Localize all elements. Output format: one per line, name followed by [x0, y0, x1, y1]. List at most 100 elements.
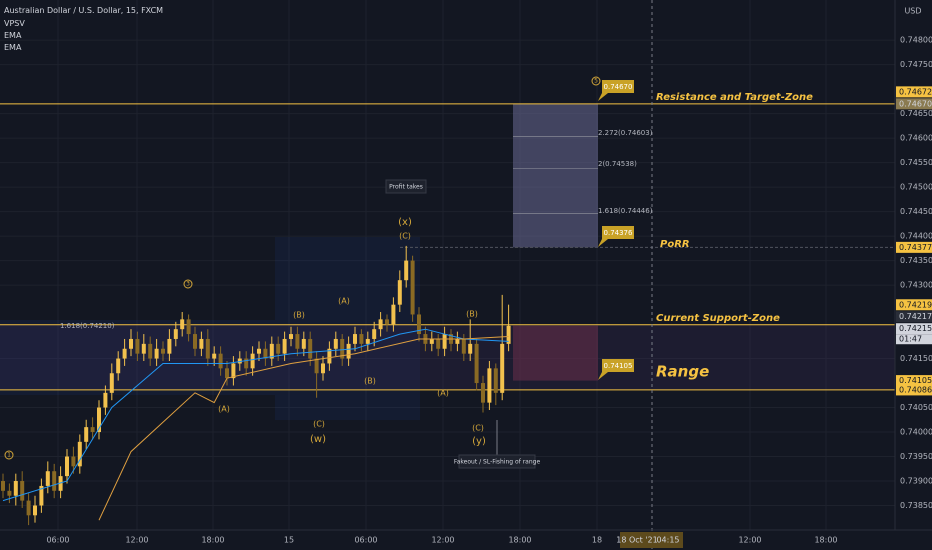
candle-body	[7, 490, 12, 496]
candle-body	[122, 348, 127, 359]
candle-body	[289, 334, 293, 339]
candle-body	[173, 329, 178, 339]
y-tick-label: 0.74350	[900, 256, 932, 265]
candle-body	[327, 348, 332, 364]
wave-label: 5	[594, 78, 598, 85]
candle-body	[71, 456, 76, 467]
candle-body	[135, 338, 140, 354]
candle-body	[385, 319, 389, 325]
zone	[513, 325, 598, 381]
candle-body	[487, 368, 492, 403]
indicator: EMA	[4, 43, 22, 52]
callout-text: 0.74376	[604, 229, 633, 237]
candle-body	[90, 427, 95, 433]
annotation: Range	[656, 363, 709, 381]
candle-body	[410, 260, 415, 315]
candle-body	[468, 343, 473, 354]
price-axis	[895, 0, 932, 550]
y-tick-label: 0.73950	[900, 452, 932, 461]
candle-body	[52, 471, 57, 491]
candle-body	[237, 358, 242, 364]
price-label-bg	[896, 375, 932, 387]
candle-body	[129, 338, 133, 349]
note-box	[458, 454, 536, 469]
price-label: 0.74086	[899, 385, 932, 394]
candle-body	[180, 319, 185, 330]
candle-body	[103, 392, 108, 408]
y-tick-label: 0.74050	[900, 403, 932, 412]
wave-circle	[591, 76, 601, 86]
price-label: 0.74219	[899, 300, 932, 309]
indicator: VPSV	[4, 19, 25, 28]
y-tick-label: 0.74550	[900, 158, 932, 167]
candle-body	[340, 338, 345, 359]
callout: 0.74670	[598, 80, 634, 101]
symbol: Australian Dollar / U.S. Dollar, 15, FXC…	[4, 6, 163, 15]
candle-body	[372, 329, 377, 339]
price-label-bg	[896, 98, 932, 110]
y-tick-label: 0.74500	[900, 183, 932, 192]
x-tick-label: 12:00	[125, 536, 148, 545]
wave-label: (B)	[364, 377, 376, 386]
candle-body	[116, 358, 121, 374]
wave-label: (A)	[218, 405, 230, 414]
candle-body	[269, 343, 274, 359]
candle-body	[109, 373, 114, 393]
price-label-bg	[896, 323, 932, 335]
callout-text: 0.74105	[604, 362, 633, 370]
price-label-bg	[896, 241, 932, 253]
wave-label: (C)	[399, 232, 411, 241]
zone	[513, 103, 598, 248]
x-tick-label: 06:00	[354, 536, 377, 545]
price-label-bg	[896, 86, 932, 98]
candle-body	[378, 319, 383, 330]
price-label-bg	[896, 384, 932, 396]
candle-body	[244, 358, 249, 369]
x-tick-label: 12:00	[738, 536, 761, 545]
candle-body	[167, 338, 172, 354]
x-tick-label: 18	[592, 536, 602, 545]
candle-body	[186, 319, 191, 335]
candle-body	[353, 334, 357, 344]
wave-circle	[4, 450, 14, 460]
note: Fakeout / SL-Fishing of range	[454, 459, 541, 466]
candle-body	[436, 338, 441, 349]
note-box	[385, 179, 427, 194]
candle-body	[65, 456, 69, 477]
y-tick-label: 0.74600	[900, 134, 932, 143]
candle-body	[161, 348, 165, 354]
candle-body	[97, 407, 101, 433]
candle-body	[481, 383, 485, 403]
candle-body	[205, 338, 210, 359]
countdown-bg	[896, 334, 932, 345]
candle-body	[199, 338, 204, 349]
candle-body	[1, 481, 5, 491]
candle-body	[39, 485, 44, 506]
candle-body	[365, 338, 370, 344]
candle-body	[359, 334, 364, 344]
candle-body	[455, 338, 460, 344]
x-tick-label: 18:00	[814, 536, 837, 545]
fib-label: 2(0.74538)	[598, 160, 637, 168]
candle-body	[26, 500, 31, 516]
note: Profit takes	[389, 184, 423, 191]
candle-body	[218, 353, 223, 369]
price-label: 0.74215	[899, 324, 932, 333]
candle-body	[231, 363, 236, 379]
wave-label: (B)	[293, 311, 305, 320]
candle-body	[346, 343, 351, 359]
fib-label: 1.618(0.74210)	[60, 322, 115, 330]
price-label: 0.74670	[899, 99, 932, 108]
candle-body	[263, 348, 268, 359]
callout: 0.74105	[598, 359, 634, 380]
callout-text: 0.74670	[604, 83, 633, 91]
candle-body	[250, 353, 255, 369]
candle-body	[33, 505, 37, 516]
wave-label: (B)	[466, 310, 478, 319]
candle-body	[404, 260, 409, 281]
wave-label: (C)	[313, 420, 325, 429]
ema-line	[2, 328, 509, 502]
cursor-label-bg	[620, 532, 683, 548]
candle-body	[276, 343, 281, 354]
